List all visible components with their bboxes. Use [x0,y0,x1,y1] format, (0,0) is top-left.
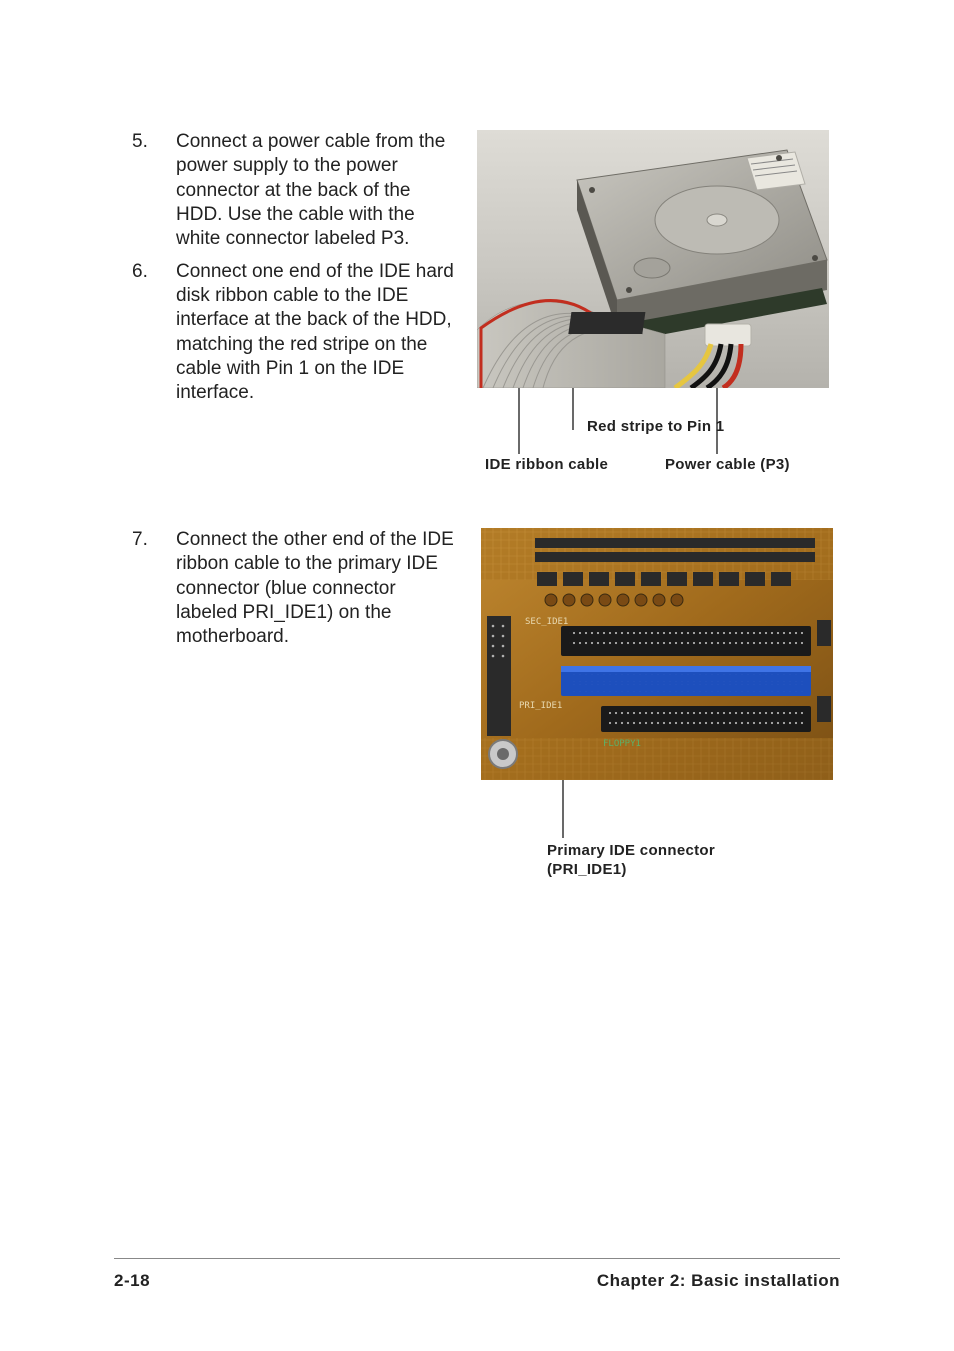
chapter-title: Chapter 2: Basic installation [597,1271,840,1291]
page: 5. Connect a power cable from the power … [0,0,954,1351]
silkscreen-sec-ide1: SEC_IDE1 [525,617,568,627]
step-5: 5. Connect a power cable from the power … [132,130,462,252]
step-text: Connect one end of the IDE hard disk rib… [176,260,462,406]
silkscreen-floppy1: FLOPPY1 [603,739,641,749]
text-column-2: 7. Connect the other end of the IDE ribb… [132,528,462,658]
step-7: 7. Connect the other end of the IDE ribb… [132,528,462,650]
step-text: Connect the other end of the IDE ribbon … [176,528,462,650]
page-footer: 2-18 Chapter 2: Basic installation [114,1258,840,1291]
callout-red-stripe: Red stripe to Pin 1 [587,418,724,435]
page-number: 2-18 [114,1271,150,1291]
step-number: 7. [132,528,176,650]
row-step-7: 7. Connect the other end of the IDE ribb… [132,528,840,890]
motherboard-photo: SEC_IDE1 PRI_IDE1 [481,528,833,780]
step-6: 6. Connect one end of the IDE hard disk … [132,260,462,406]
steps-list-1: 5. Connect a power cable from the power … [132,130,462,405]
figure-1: Red stripe to Pin 1 IDE ribbon cable Pow… [474,130,840,478]
step-text: Connect a power cable from the power sup… [176,130,462,252]
callout-power-cable: Power cable (P3) [665,456,790,473]
text-column-1: 5. Connect a power cable from the power … [132,130,462,413]
hdd-photo [477,130,829,388]
callout-ide-ribbon: IDE ribbon cable [485,456,608,473]
step-number: 5. [132,130,176,252]
row-steps-5-6: 5. Connect a power cable from the power … [132,130,840,478]
figure-2-callouts: Primary IDE connector (PRI_IDE1) [481,780,833,890]
figure-2: SEC_IDE1 PRI_IDE1 [474,528,840,890]
callout-primary-ide: Primary IDE connector (PRI_IDE1) [547,842,715,880]
steps-list-2: 7. Connect the other end of the IDE ribb… [132,528,462,650]
figure-1-callouts: Red stripe to Pin 1 IDE ribbon cable Pow… [477,388,829,478]
callout-primary-ide-line2: (PRI_IDE1) [547,861,627,878]
callout-primary-ide-line1: Primary IDE connector [547,842,715,859]
silkscreen-pri-ide1: PRI_IDE1 [519,701,562,711]
step-number: 6. [132,260,176,406]
